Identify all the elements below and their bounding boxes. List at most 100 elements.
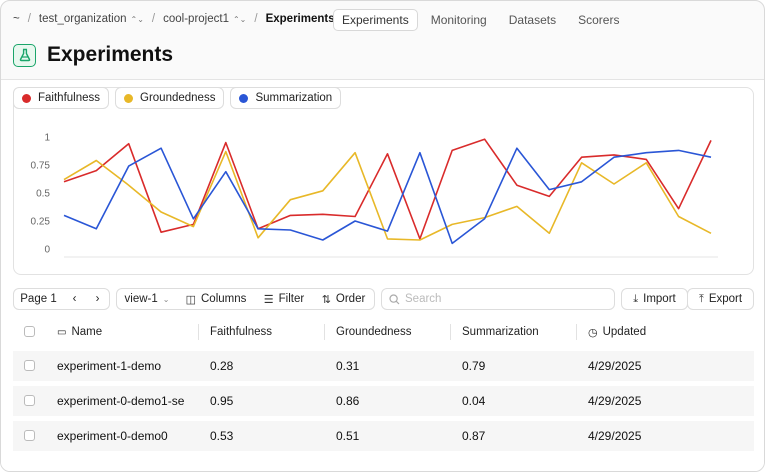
legend-dot-summarization <box>239 93 249 103</box>
filter-icon: ☰ <box>263 293 274 306</box>
import-label: Import <box>643 293 676 305</box>
series-line-summarization[interactable] <box>63 147 712 245</box>
table-row[interactable]: experiment-0-demo1-se 0.95 0.86 0.04 4/2… <box>13 386 754 416</box>
folder-icon: ▭ <box>57 326 67 338</box>
filter-button[interactable]: ☰ Filter <box>255 288 314 310</box>
prev-page-button[interactable]: ‹ <box>63 288 87 310</box>
header-label: Faithfulness <box>210 326 273 338</box>
cell-name[interactable]: experiment-1-demo <box>57 359 162 373</box>
column-divider <box>576 324 577 340</box>
series-line-faithfulness[interactable] <box>63 138 712 240</box>
column-divider <box>324 324 325 340</box>
chevron-right-icon: › <box>95 293 100 305</box>
chevron-left-icon: ‹ <box>72 293 77 305</box>
export-label: Export <box>708 293 743 305</box>
page-label: Page 1 <box>20 293 57 305</box>
page-indicator[interactable]: Page 1 <box>13 288 64 310</box>
search-input[interactable] <box>405 293 595 305</box>
cell-name[interactable]: experiment-0-demo1-se <box>57 394 185 408</box>
columns-icon: ◫ <box>185 293 196 306</box>
upload-icon: ⤒ <box>698 292 704 305</box>
view-label: view-1 <box>124 293 158 305</box>
cell-name[interactable]: experiment-0-demo0 <box>57 429 168 443</box>
line-chart: 0 0.25 0.5 0.75 1 <box>31 133 718 258</box>
top-bar: ~ / test_organization ⌃⌄ / cool-project1… <box>1 1 764 39</box>
y-tick-label: 0.25 <box>31 217 51 228</box>
table-row[interactable]: experiment-1-demo 0.28 0.31 0.79 4/29/20… <box>13 351 754 381</box>
header-label: Groundedness <box>336 326 412 338</box>
breadcrumb-project[interactable]: cool-project1 <box>163 13 229 25</box>
chart-panel: 0 0.25 0.5 0.75 1 <box>13 87 754 275</box>
breadcrumb-separator: / <box>151 13 156 25</box>
row-checkbox[interactable] <box>24 395 35 406</box>
cell-summarization: 0.79 <box>462 359 486 373</box>
table-toolbar: Page 1 ‹ › view-1 ⌄ ◫ Columns ☰ Filter ⇅… <box>13 288 754 310</box>
legend-dot-faithfulness <box>22 93 31 103</box>
breadcrumb-home[interactable]: ~ <box>13 13 20 25</box>
column-header-name[interactable]: ▭ Name <box>57 321 102 343</box>
search-icon <box>389 293 400 304</box>
legend-label: Faithfulness <box>38 92 101 104</box>
header-divider <box>1 79 764 80</box>
breadcrumb-organization[interactable]: test_organization <box>38 13 127 25</box>
flask-icon <box>13 43 36 67</box>
cell-updated: 4/29/2025 <box>588 394 642 408</box>
cell-summarization: 0.87 <box>462 429 486 443</box>
breadcrumb-separator: / <box>27 13 31 25</box>
y-tick-label: 0 <box>44 245 50 256</box>
breadcrumb-current[interactable]: Experiments <box>265 13 335 25</box>
tab-scorers[interactable]: Scorers <box>578 13 620 27</box>
chevron-updown-icon[interactable]: ⌃⌄ <box>130 14 144 24</box>
page-header: Experiments <box>13 43 173 67</box>
tab-experiments[interactable]: Experiments <box>333 9 418 31</box>
legend-label: Groundedness <box>140 92 216 104</box>
y-tick-label: 0.75 <box>31 161 51 172</box>
cell-faithfulness: 0.95 <box>210 394 234 408</box>
cell-groundedness: 0.51 <box>336 429 360 443</box>
search-field[interactable] <box>381 288 615 310</box>
cell-faithfulness: 0.53 <box>210 429 234 443</box>
cell-updated: 4/29/2025 <box>588 359 642 373</box>
page-title: Experiments <box>47 43 174 66</box>
series-line-groundedness[interactable] <box>63 150 712 241</box>
row-checkbox[interactable] <box>24 430 35 441</box>
legend-item-summarization[interactable]: Summarization <box>230 87 342 109</box>
tab-monitoring[interactable]: Monitoring <box>430 13 487 27</box>
cell-summarization: 0.04 <box>462 394 486 408</box>
columns-button[interactable]: ◫ Columns <box>177 288 256 310</box>
header-label: Summarization <box>462 326 539 338</box>
column-header-faithfulness[interactable]: Faithfulness <box>210 321 272 343</box>
order-label: Order <box>335 293 366 305</box>
column-header-summarization[interactable]: Summarization <box>462 321 539 343</box>
clock-icon: ◷ <box>588 326 598 339</box>
cell-groundedness: 0.86 <box>336 394 360 408</box>
column-header-groundedness[interactable]: Groundedness <box>336 321 411 343</box>
header-label: Updated <box>602 326 647 338</box>
header-label: Name <box>71 326 103 338</box>
columns-label: Columns <box>201 293 247 305</box>
next-page-button[interactable]: › <box>86 288 110 310</box>
table-row[interactable]: experiment-0-demo0 0.53 0.51 0.87 4/29/2… <box>13 421 754 451</box>
column-header-updated[interactable]: ◷ Updated <box>588 321 646 343</box>
cell-faithfulness: 0.28 <box>210 359 234 373</box>
view-select[interactable]: view-1 ⌄ <box>116 288 178 310</box>
order-button[interactable]: ⇅ Order <box>313 288 375 310</box>
tab-datasets[interactable]: Datasets <box>508 13 557 27</box>
sort-icon: ⇅ <box>321 293 331 306</box>
cell-updated: 4/29/2025 <box>588 429 642 443</box>
legend-item-groundedness[interactable]: Groundedness <box>115 87 225 109</box>
legend-item-faithfulness[interactable]: Faithfulness <box>13 87 110 109</box>
breadcrumb: ~ / test_organization ⌃⌄ / cool-project1… <box>13 13 352 25</box>
import-button[interactable]: ⤓ Import <box>621 288 688 310</box>
chart-legend: Faithfulness Groundedness Summarization <box>13 87 342 109</box>
select-all-checkbox[interactable] <box>24 326 35 337</box>
chevron-updown-icon[interactable]: ⌃⌄ <box>232 14 247 24</box>
column-divider <box>198 324 199 340</box>
nav-tabs: Experiments Monitoring Datasets Scorers <box>333 9 628 31</box>
row-checkbox[interactable] <box>24 360 35 371</box>
filter-label: Filter <box>278 293 305 305</box>
cell-groundedness: 0.31 <box>336 359 360 373</box>
y-tick-label: 0.5 <box>36 189 50 200</box>
export-button[interactable]: ⤒ Export <box>687 288 754 310</box>
